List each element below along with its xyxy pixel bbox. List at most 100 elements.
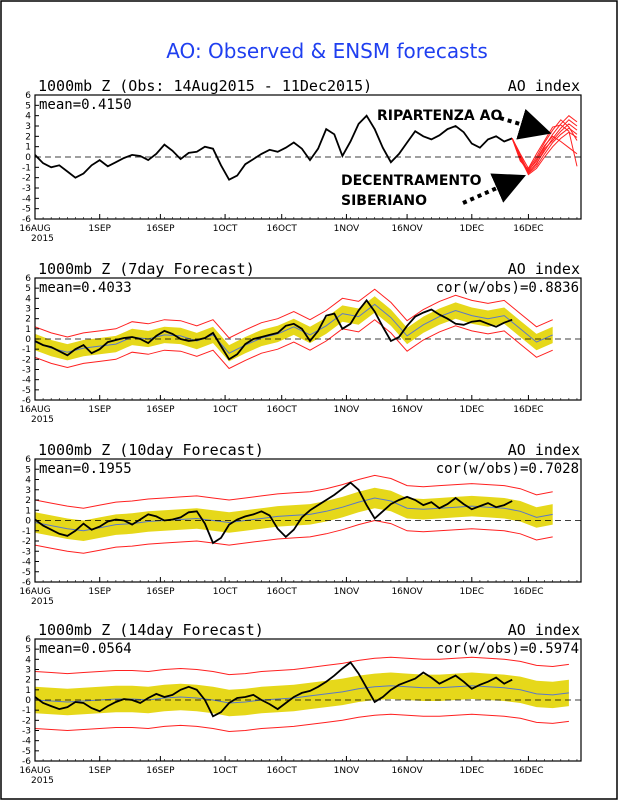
mean-label: mean=0.4150 — [39, 97, 132, 113]
plot-area — [35, 288, 553, 370]
x-tick-label: 16AUG — [19, 224, 50, 234]
y-tick-label: -6 — [22, 396, 31, 406]
y-tick-label: -3 — [22, 727, 31, 737]
x-tick-label: 16NOV — [391, 766, 423, 776]
spread-lower-line — [35, 713, 569, 733]
y-tick-label: -5 — [22, 386, 31, 396]
mean-label: mean=0.1955 — [39, 461, 132, 477]
x-tick-label: 16AUG — [19, 766, 50, 776]
panel-4: 1000mb Z (14day Forecast) AO index mean=0.… — [19, 621, 582, 786]
ensemble-member-7 — [511, 124, 578, 170]
observed-line — [35, 114, 513, 181]
y-tick-label: 1 — [25, 686, 31, 696]
x-year-label: 2015 — [31, 776, 54, 786]
x-tick-label: 1NOV — [334, 766, 360, 776]
y-tick-label: 1 — [25, 325, 31, 335]
x-tick-label: 1OCT — [213, 587, 238, 597]
x-tick-label: 1DEC — [459, 587, 484, 597]
y-tick-label: 0 — [25, 517, 31, 527]
plot-area — [35, 114, 578, 181]
y-tick-label: -1 — [22, 527, 31, 537]
y-tick-label: -2 — [22, 355, 31, 365]
x-tick-label: 1SEP — [88, 766, 111, 776]
y-tick-label: 2 — [25, 676, 31, 686]
observed-line — [35, 298, 513, 361]
y-tick-label: 3 — [25, 305, 31, 315]
x-tick-label: 1NOV — [334, 405, 360, 415]
y-tick-label: -1 — [22, 706, 31, 716]
y-tick-label: 3 — [25, 486, 31, 496]
x-tick-label: 1OCT — [213, 766, 238, 776]
x-tick-label: 1DEC — [459, 766, 484, 776]
spread-lower-line — [35, 519, 553, 554]
x-tick-label: 16NOV — [391, 587, 423, 597]
x-tick-label: 16SEP — [146, 587, 175, 597]
observed-line — [35, 661, 513, 718]
x-tick-label: 16DEC — [513, 224, 543, 234]
y-tick-label: 6 — [25, 91, 31, 101]
y-tick-label: -5 — [22, 747, 31, 757]
x-tick-label: 1NOV — [334, 224, 360, 234]
x-year-label: 2015 — [31, 597, 54, 607]
y-tick-label: 4 — [25, 294, 31, 304]
x-tick-label: 16OCT — [267, 405, 298, 415]
y-tick-label: 5 — [25, 465, 31, 475]
x-tick-label: 16DEC — [513, 405, 543, 415]
figure-title: AO: Observed & ENSM forecasts — [166, 39, 488, 63]
y-tick-label: -2 — [22, 174, 31, 184]
ensemble-member-5 — [511, 135, 578, 173]
correlation-label: cor(w/obs)=0.8836 — [436, 280, 579, 296]
y-tick-label: -3 — [22, 547, 31, 557]
x-tick-label: 16SEP — [146, 224, 175, 234]
y-tick-label: 5 — [25, 101, 31, 111]
y-tick-label: -5 — [22, 205, 31, 215]
index-label: AO index — [508, 77, 580, 95]
spread-upper-line — [35, 656, 569, 676]
arrow-decentramento — [462, 173, 526, 205]
annotations: RIPARTENZA AO DECENTRAMENTO SIBERIANO — [341, 108, 552, 209]
annotation-ripartenza: RIPARTENZA AO — [377, 108, 502, 124]
x-tick-label: 16NOV — [391, 224, 423, 234]
y-tick-label: -1 — [22, 345, 31, 355]
y-tick-label: 3 — [25, 666, 31, 676]
x-tick-label: 1NOV — [334, 587, 360, 597]
x-tick-label: 1OCT — [213, 224, 238, 234]
plot-area — [35, 656, 569, 733]
panel-3: 1000mb Z (10day Forecast) AO index mean=0.… — [19, 441, 582, 607]
y-tick-label: -6 — [22, 757, 31, 767]
y-tick-label: 6 — [25, 635, 31, 645]
spread-upper-line — [35, 474, 553, 509]
x-tick-label: 16AUG — [19, 587, 50, 597]
y-tick-label: 0 — [25, 335, 31, 345]
mean-label: mean=0.0564 — [39, 641, 132, 657]
x-tick-label: 16NOV — [391, 405, 423, 415]
y-tick-label: 0 — [25, 696, 31, 706]
y-tick-label: -6 — [22, 215, 31, 225]
y-tick-label: 0 — [25, 153, 31, 163]
panel-2: 1000mb Z (7day Forecast) AO index mean=0.4… — [19, 260, 582, 425]
ensemble-member-8 — [511, 123, 578, 174]
spread-band — [35, 296, 553, 362]
y-tick-label: 4 — [25, 655, 31, 665]
y-tick-label: -4 — [22, 737, 31, 747]
y-tick-label: 5 — [25, 284, 31, 294]
panel-title: 1000mb Z (10day Forecast) — [38, 441, 264, 459]
x-tick-label: 16OCT — [267, 766, 298, 776]
y-tick-label: -2 — [22, 537, 31, 547]
plot-area — [35, 474, 553, 554]
y-tick-label: -5 — [22, 568, 31, 578]
arrow-ripartenza — [499, 108, 552, 140]
y-tick-label: -6 — [22, 578, 31, 588]
panel-title: 1000mb Z (Obs: 14Aug2015 - 11Dec2015) — [38, 77, 372, 95]
y-tick-label: 6 — [25, 274, 31, 284]
mean-label: mean=0.4033 — [39, 280, 132, 296]
x-tick-label: 16DEC — [513, 587, 543, 597]
x-tick-label: 1DEC — [459, 405, 484, 415]
panel-1: 1000mb Z (Obs: 14Aug2015 - 11Dec2015) AO … — [19, 77, 582, 244]
x-tick-label: 1SEP — [88, 587, 111, 597]
correlation-label: cor(w/obs)=0.7028 — [436, 461, 579, 477]
x-tick-label: 16SEP — [146, 766, 175, 776]
y-tick-label: 6 — [25, 455, 31, 465]
x-tick-label: 16AUG — [19, 405, 50, 415]
